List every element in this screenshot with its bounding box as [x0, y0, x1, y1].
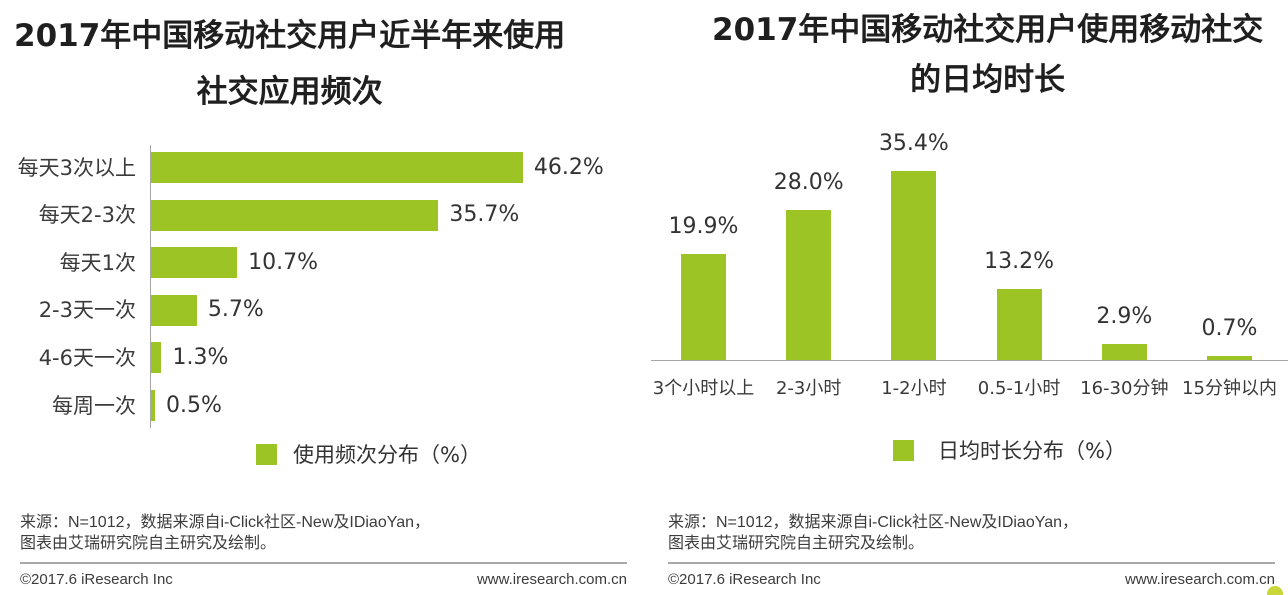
footer-rule — [668, 562, 1275, 564]
category-label: 每天2-3次 — [38, 203, 136, 228]
bar — [1207, 356, 1252, 360]
bar — [151, 199, 439, 231]
bar — [151, 342, 162, 374]
category-label: 16-30分钟 — [1080, 378, 1169, 399]
corner-logo-fragment — [1267, 586, 1283, 595]
source-note: 图表由艾瑞研究院自主研究及绘制。 — [668, 535, 925, 552]
y-axis-line — [150, 145, 151, 428]
copyright: ©2017.6 iResearch Inc — [668, 571, 821, 588]
bar — [151, 247, 238, 279]
right-chart-panel: 2017年中国移动社交用户使用移动社交的日均时长 19.9% 3个小时以上 28.0… — [648, 0, 1288, 595]
bar — [1101, 344, 1147, 360]
legend-label: 日均时长分布（%） — [938, 439, 1126, 463]
chart-title: 2017年中国移动社交用户使用移动社交的日均时长 — [712, 12, 1264, 98]
value-label: 28.0% — [773, 170, 844, 196]
bar — [151, 152, 523, 183]
value-label: 5.7% — [207, 297, 264, 323]
category-label: 0.5-1小时 — [977, 378, 1061, 399]
value-label: 2.9% — [1096, 304, 1153, 330]
plot-area: 每天3次以上 46.2% 每天2-3次 35.7% 每天1次 10.7% 2-3天一次 5.7… — [17, 145, 604, 428]
left-chart-panel: 2017年中国移动社交用户近半年来使用社交应用频次 每天3次以上 46.2% 每天2… — [14, 18, 627, 588]
legend-label: 使用频次分布（%） — [293, 443, 481, 467]
bar — [151, 294, 197, 326]
chart-title: 2017年中国移动社交用户近半年来使用社交应用频次 — [14, 18, 566, 110]
value-label: 19.9% — [668, 213, 739, 239]
category-label: 4-6天一次 — [38, 345, 136, 370]
category-label: 15分钟以内 — [1182, 378, 1277, 399]
bar — [996, 289, 1042, 360]
plot-area: 19.9% 3个小时以上 28.0% 2-3小时 35.4% 1-2小时 13.2% 0.5-… — [648, 0, 1288, 595]
value-label: 46.2% — [533, 154, 604, 180]
category-label: 每天1次 — [59, 250, 136, 275]
category-label: 2-3天一次 — [38, 298, 136, 323]
legend-swatch — [893, 440, 914, 461]
value-label: 1.3% — [172, 344, 229, 370]
website-url: www.iresearch.com.cn — [476, 571, 627, 588]
category-label: 1-2小时 — [881, 378, 947, 399]
value-label: 0.7% — [1201, 316, 1258, 342]
value-label: 0.5% — [166, 392, 222, 418]
category-label: 2-3小时 — [775, 378, 842, 399]
value-label: 35.4% — [878, 130, 949, 156]
value-label: 13.2% — [984, 249, 1055, 275]
copyright: ©2017.6 iResearch Inc — [20, 571, 173, 588]
source-note: 来源：N=1012，数据来源自i-Click社区-New及IDiaoYan， — [20, 514, 431, 531]
value-label: 35.7% — [449, 202, 520, 228]
category-label: 3个小时以上 — [652, 378, 755, 399]
bar — [891, 170, 937, 360]
source-note: 图表由艾瑞研究院自主研究及绘制。 — [20, 535, 277, 552]
category-label: 每周一次 — [52, 393, 136, 418]
legend-swatch — [256, 444, 277, 465]
bar — [786, 210, 832, 360]
source-note: 来源：N=1012，数据来源自i-Click社区-New及IDiaoYan， — [668, 514, 1079, 531]
bar — [681, 253, 726, 360]
x-axis-line — [651, 360, 1288, 361]
bar — [151, 390, 156, 421]
value-label: 10.7% — [248, 249, 319, 275]
category-label: 每天3次以上 — [17, 155, 136, 180]
website-url: www.iresearch.com.cn — [1124, 571, 1275, 588]
footer-rule — [20, 562, 627, 564]
